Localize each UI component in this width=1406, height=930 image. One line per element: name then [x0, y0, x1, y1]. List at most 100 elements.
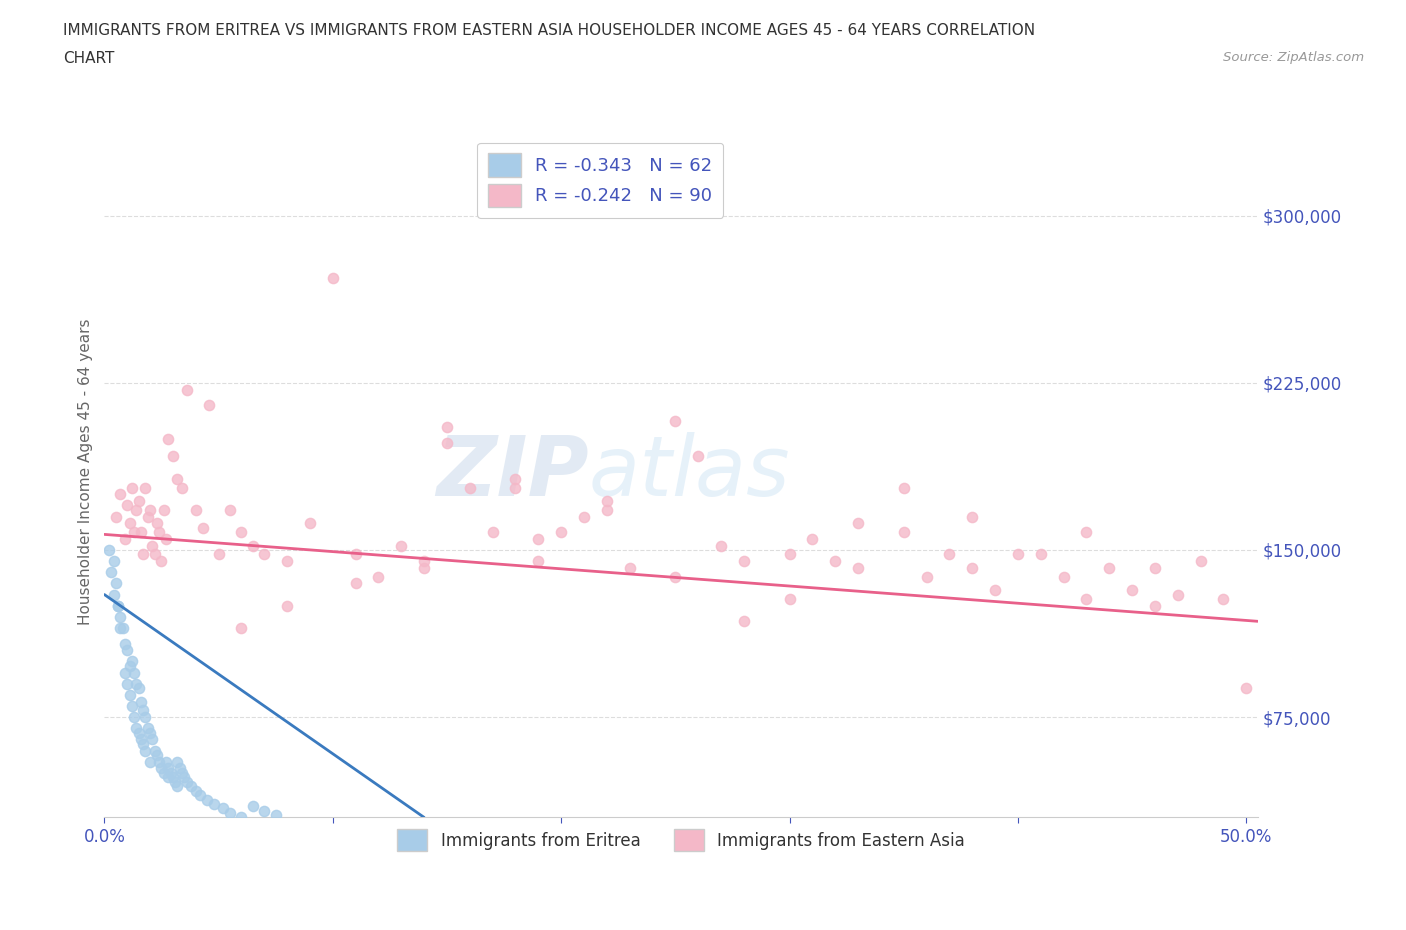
Point [162, 449, 184, 464]
Point [188, 788, 211, 803]
Point [1167, 587, 1189, 602]
Point [107, 598, 129, 613]
Point [170, 765, 193, 780]
Point [121, 654, 143, 669]
Point [1143, 598, 1166, 613]
Point [170, 480, 193, 495]
Point [118, 516, 141, 531]
Point [550, 525, 572, 539]
Point [110, 609, 132, 624]
Point [1029, 547, 1052, 562]
Point [413, 561, 436, 576]
Point [212, 801, 235, 816]
Point [157, 432, 180, 446]
Point [159, 765, 181, 780]
Point [527, 531, 550, 546]
Point [173, 770, 195, 785]
Point [527, 553, 550, 568]
Point [128, 494, 150, 509]
Point [176, 775, 198, 790]
Point [166, 778, 188, 793]
Point [344, 576, 367, 591]
Point [231, 620, 253, 635]
Point [984, 583, 1007, 598]
Point [180, 778, 202, 793]
Point [118, 658, 141, 673]
Point [103, 553, 125, 568]
Point [779, 547, 801, 562]
Point [688, 449, 710, 464]
Point [114, 636, 136, 651]
Point [619, 561, 641, 576]
Point [166, 472, 188, 486]
Point [198, 398, 221, 413]
Point [132, 703, 155, 718]
Point [893, 525, 915, 539]
Point [115, 643, 138, 658]
Text: CHART: CHART [63, 51, 115, 66]
Point [276, 598, 298, 613]
Point [436, 420, 458, 435]
Point [322, 271, 344, 286]
Point [103, 587, 125, 602]
Point [111, 620, 134, 635]
Point [118, 687, 141, 702]
Point [150, 761, 173, 776]
Point [139, 502, 162, 517]
Point [710, 538, 733, 553]
Point [207, 547, 229, 562]
Point [155, 754, 177, 769]
Point [132, 737, 155, 751]
Point [1121, 583, 1143, 598]
Point [960, 561, 983, 576]
Point [104, 576, 127, 591]
Point [1052, 569, 1074, 584]
Point [134, 480, 156, 495]
Point [176, 382, 198, 397]
Point [242, 538, 264, 553]
Point [915, 569, 938, 584]
Point [264, 808, 287, 823]
Point [152, 765, 174, 780]
Point [136, 721, 159, 736]
Point [253, 547, 276, 562]
Point [184, 783, 207, 798]
Point [157, 770, 180, 785]
Point [157, 761, 180, 776]
Point [1007, 547, 1029, 562]
Point [1076, 591, 1098, 606]
Point [505, 480, 527, 495]
Point [572, 509, 595, 524]
Point [664, 413, 686, 428]
Point [242, 799, 264, 814]
Point [155, 531, 177, 546]
Point [824, 553, 846, 568]
Point [1212, 591, 1234, 606]
Point [231, 810, 253, 825]
Point [148, 525, 170, 539]
Point [253, 804, 276, 818]
Point [141, 732, 163, 747]
Point [169, 761, 191, 776]
Point [184, 502, 207, 517]
Point [139, 754, 162, 769]
Legend: Immigrants from Eritrea, Immigrants from Eastern Asia: Immigrants from Eritrea, Immigrants from… [391, 823, 972, 857]
Point [129, 525, 152, 539]
Point [114, 531, 136, 546]
Point [165, 775, 187, 790]
Point [276, 553, 298, 568]
Point [162, 770, 184, 785]
Point [1189, 553, 1212, 568]
Point [344, 547, 367, 562]
Point [596, 502, 619, 517]
Point [110, 620, 132, 635]
Point [122, 665, 145, 680]
Text: ZIP: ZIP [436, 432, 589, 512]
Point [121, 698, 143, 713]
Point [146, 516, 169, 531]
Point [389, 538, 412, 553]
Point [458, 480, 481, 495]
Point [960, 509, 983, 524]
Point [134, 743, 156, 758]
Point [779, 591, 801, 606]
